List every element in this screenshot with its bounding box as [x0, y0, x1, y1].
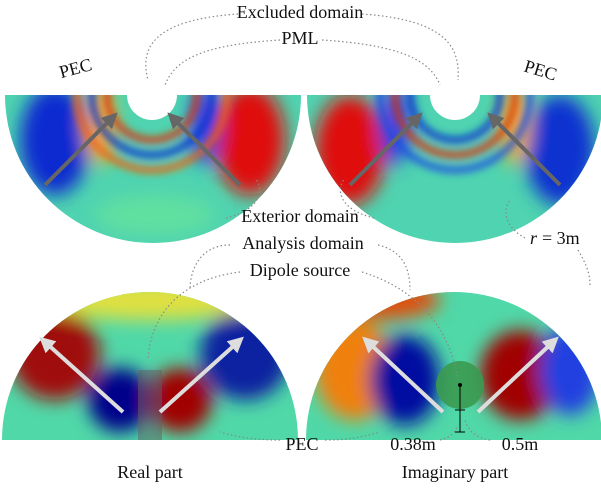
caption: Real part	[117, 462, 182, 482]
symbol: r	[530, 228, 538, 248]
label: PEC	[285, 434, 318, 454]
label: PEC	[57, 54, 94, 82]
field-plot	[0, 280, 300, 445]
label: r= 3m	[530, 228, 580, 248]
caption: Imaginary part	[402, 462, 508, 482]
label: Excluded domain	[237, 2, 363, 22]
label: 0.5m	[502, 434, 539, 454]
figure: Excluded domain PML PEC PEC Exterior dom…	[0, 0, 601, 490]
label: PEC	[522, 56, 559, 85]
label: Analysis domain	[242, 233, 364, 253]
label: PML	[281, 28, 318, 48]
label: Exterior domain	[241, 206, 358, 226]
label-text: = 3m	[542, 228, 580, 248]
label: 0.38m	[390, 434, 436, 454]
label: Dipole source	[250, 260, 350, 280]
field-plot	[300, 280, 601, 445]
